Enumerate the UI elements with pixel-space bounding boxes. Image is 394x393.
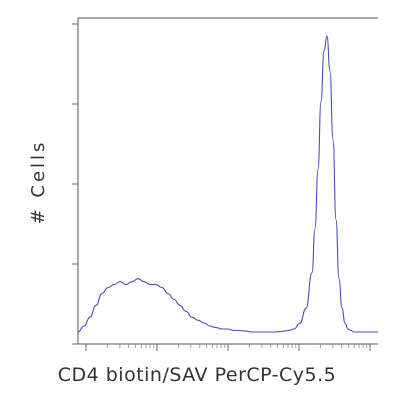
- y-axis-label: # Cells: [28, 140, 49, 225]
- x-axis-label: CD4 biotin/SAV PerCP-Cy5.5: [58, 364, 337, 386]
- histogram-series: [77, 35, 378, 333]
- histogram-line: [77, 35, 378, 333]
- x-axis-ticks: [85, 344, 371, 351]
- chart-axes: [77, 17, 378, 345]
- y-axis-ticks: [72, 23, 78, 345]
